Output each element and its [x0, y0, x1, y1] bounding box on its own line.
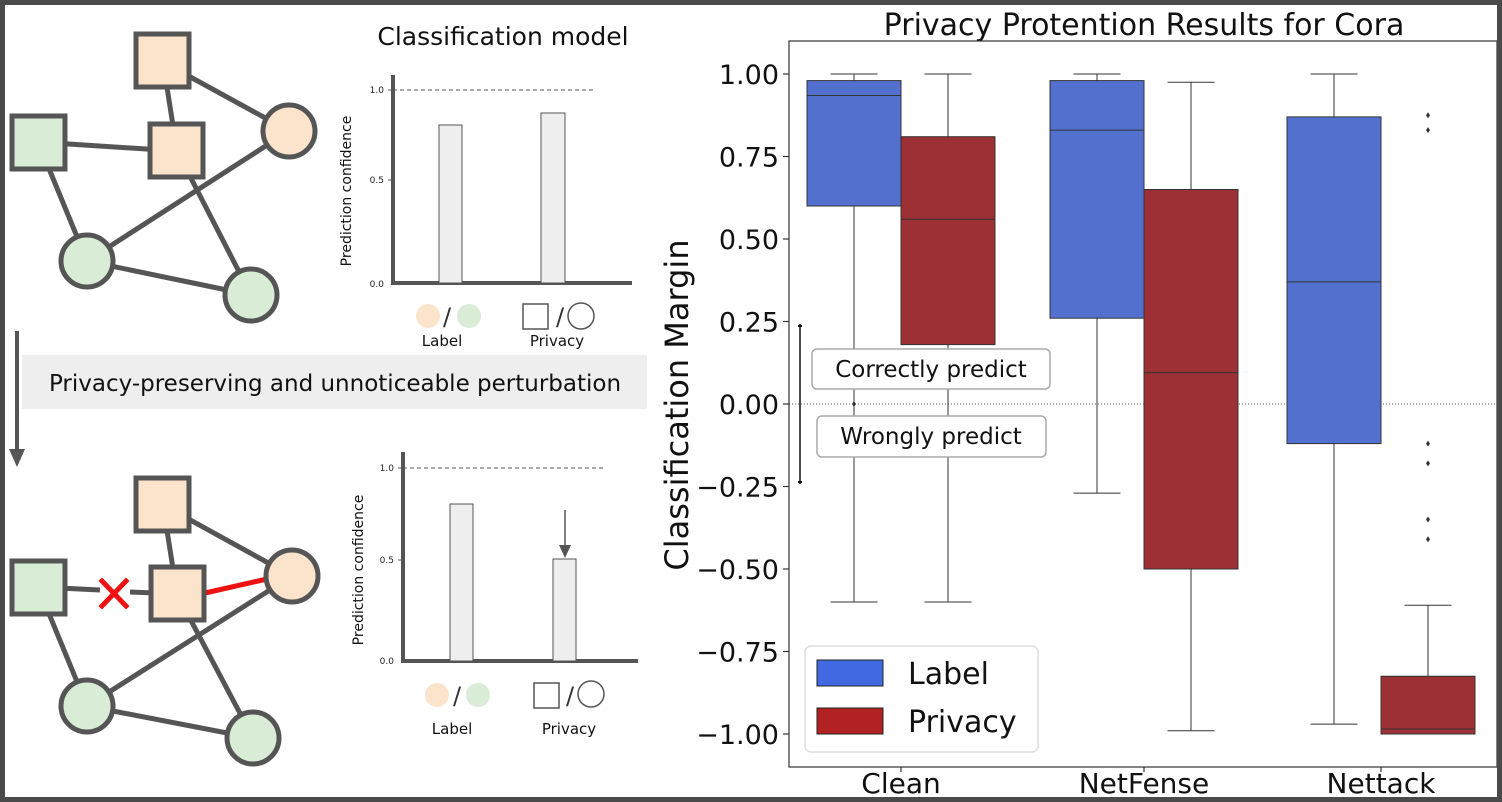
top-confidence-chart: 1.0 0.5 0.0 Prediction confidence / / La… [339, 75, 632, 350]
correctness-bracket [798, 324, 802, 484]
top-circle-node-right [260, 102, 318, 160]
chart-ylabel: Classification Margin [658, 239, 696, 570]
privacy-nettack-outlier [1426, 460, 1430, 467]
legend-swatch-label [816, 659, 884, 687]
top-square-node-top [133, 31, 192, 90]
bottom-square-node-top [133, 475, 192, 534]
privacy-nettack-outlier [1426, 440, 1430, 447]
top-label-legend-green-circle [457, 304, 481, 328]
bottom-graph [9, 475, 321, 767]
top-chart-xlabel-label: Label [422, 332, 462, 350]
top-square-node-left [9, 113, 68, 172]
top-circle-node-bottom-left [58, 232, 116, 290]
privacy-nettack-outlier [1426, 127, 1430, 134]
privacy-clean-box [900, 136, 996, 346]
top-chart-xlabel-privacy: Privacy [530, 332, 584, 350]
bottom-privacy-legend-circle [577, 680, 605, 708]
correctly-predict-label: Correctly predict [835, 357, 1027, 383]
top-chart-tick-label-05: 0.5 [370, 176, 384, 186]
top-edge-circle-right-circle-bl [85, 128, 291, 264]
perturbation-banner-text: Privacy-preserving and unnoticeable pert… [49, 371, 621, 397]
figure-canvas: Classification model 1.0 0.5 0.0 Predict… [5, 5, 1497, 797]
top-circle-node-bottom-right [222, 266, 280, 324]
top-privacy-legend-circle [567, 302, 595, 330]
legend-text-privacy: Privacy [908, 705, 1017, 740]
privacy-nettack-outlier [1426, 112, 1430, 119]
top-chart-bar-label [438, 124, 463, 284]
top-chart-ylabel: Prediction confidence [339, 116, 355, 267]
bottom-label-legend-green-circle [466, 683, 490, 707]
y-tick-label: 0.00 [719, 390, 779, 421]
y-tick-label: −1.00 [696, 720, 779, 751]
y-tick-label: −0.50 [696, 555, 779, 586]
x-tick-label: NetFense [1079, 767, 1210, 797]
top-chart-tick-label-1: 1.0 [370, 86, 385, 96]
y-tick-label: −0.75 [696, 638, 779, 669]
figure-svg: Classification model 1.0 0.5 0.0 Predict… [9, 8, 1497, 797]
privacy-nettack-outlier [1426, 516, 1430, 523]
privacy-nettack-box [1380, 675, 1476, 735]
legend-text-label: Label [908, 657, 989, 692]
privacy-netfense-box [1143, 189, 1239, 570]
chart-title: Privacy Protention Results for Cora [884, 8, 1405, 43]
label-clean-box [806, 80, 902, 207]
top-chart-bar-privacy [540, 112, 566, 284]
classification-model-title: Classification model [377, 22, 628, 51]
y-tick-label: 0.25 [719, 308, 779, 339]
bottom-chart-tick-label-05: 0.5 [380, 556, 394, 566]
y-tick-label: −0.25 [696, 473, 779, 504]
privacy-drop-arrow [559, 510, 571, 558]
correctly-predict-annotation: Correctly predict [811, 348, 1051, 390]
wrongly-predict-annotation: Wrongly predict [816, 415, 1047, 458]
legend-swatch-privacy [816, 707, 884, 735]
transition-arrow [9, 331, 25, 467]
wrongly-predict-label: Wrongly predict [840, 424, 1022, 450]
bottom-privacy-legend-square [533, 682, 560, 709]
removed-edge-x-icon [98, 577, 130, 610]
bottom-confidence-chart: 1.0 0.5 0.0 Prediction confidence / / La… [351, 452, 638, 738]
perturbation-banner-bg [22, 355, 647, 409]
y-tick-label: 0.75 [719, 143, 779, 174]
top-graph [9, 31, 318, 324]
bottom-edge-circle-right-circle-bl [85, 573, 294, 709]
x-tick-label: Clean [861, 767, 940, 797]
label-netfense-box [1049, 80, 1145, 319]
privacy-nettack-outlier [1426, 536, 1430, 543]
top-label-legend-orange-circle [416, 304, 440, 328]
label-nettack-box [1286, 116, 1382, 445]
bottom-circle-node-right [263, 547, 321, 605]
bottom-square-node-center [148, 564, 207, 623]
y-tick-label: 1.00 [719, 60, 779, 91]
top-label-legend-slash: / [443, 303, 452, 331]
bottom-square-node-left [9, 558, 68, 617]
bottom-added-edge [204, 576, 268, 596]
bottom-circle-node-bottom-left [58, 677, 116, 735]
label-clean-outlier [852, 401, 856, 407]
bottom-label-legend-slash: / [453, 682, 462, 710]
bottom-chart-ylabel: Prediction confidence [351, 495, 367, 646]
bottom-privacy-legend-slash: / [566, 682, 575, 710]
bottom-circle-node-bottom-right [224, 709, 282, 767]
boxplot-area: 1.00 0.75 0.50 0.25 0.00 −0.25 −0.50 −0.75 −1.00… [696, 40, 1497, 797]
bottom-chart-bar-label [449, 503, 474, 662]
bottom-label-legend-orange-circle [425, 683, 449, 707]
top-chart-tick-label-0: 0.0 [370, 280, 385, 290]
top-privacy-legend-slash: / [556, 303, 565, 331]
chart-legend: Label Privacy [804, 645, 1039, 753]
top-square-node-center [147, 121, 206, 180]
bottom-chart-xlabel-privacy: Privacy [542, 720, 596, 738]
y-tick-label: 0.50 [719, 225, 779, 256]
bottom-chart-tick-label-0: 0.0 [380, 657, 395, 667]
bottom-chart-bar-privacy [552, 558, 577, 662]
bottom-chart-tick-label-1: 1.0 [380, 464, 395, 474]
x-tick-label: Nettack [1327, 767, 1437, 797]
bottom-chart-xlabel-label: Label [432, 720, 472, 738]
top-privacy-legend-square [522, 303, 549, 330]
